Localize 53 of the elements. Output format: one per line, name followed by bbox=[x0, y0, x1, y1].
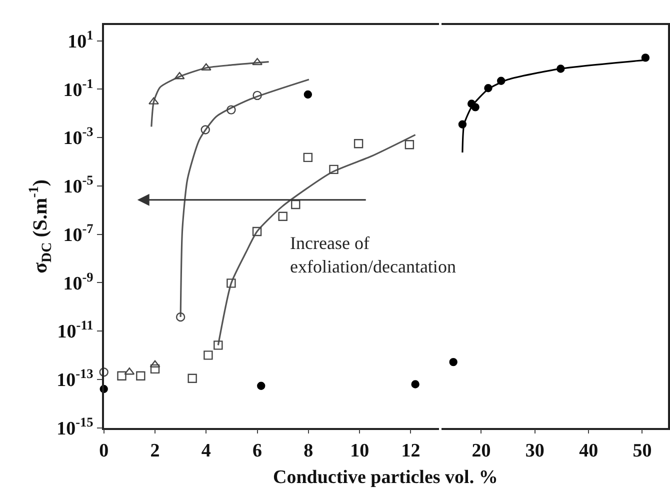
y-tick-label: 10$^{-13}$ bbox=[56, 366, 94, 392]
x-tick-label: 10 bbox=[350, 440, 370, 462]
x-tick-label: 30 bbox=[525, 440, 544, 462]
point bbox=[200, 125, 210, 134]
y-tick-label: 10$^{-5}$ bbox=[63, 172, 94, 198]
y-tick-label: 10$^{-3}$ bbox=[63, 124, 94, 150]
point bbox=[556, 64, 565, 73]
point bbox=[252, 226, 262, 236]
x-tick-label: 4 bbox=[201, 440, 212, 462]
point bbox=[204, 350, 213, 360]
x-tick-label: 12 bbox=[401, 440, 420, 462]
y-tick-label: 10$^{-1}$ bbox=[63, 76, 94, 101]
x-tick-label: 20 bbox=[472, 440, 491, 462]
y-tick-label: 10$^{-11}$ bbox=[57, 318, 94, 343]
annotation: Increase of exfoliation/decantation bbox=[290, 233, 456, 276]
x-tick-label: 8 bbox=[304, 440, 314, 462]
point bbox=[278, 212, 288, 221]
point bbox=[257, 382, 266, 390]
point bbox=[497, 76, 506, 85]
point bbox=[641, 54, 650, 62]
point bbox=[188, 374, 197, 383]
point bbox=[226, 278, 236, 288]
point bbox=[252, 90, 262, 100]
point bbox=[99, 368, 108, 377]
point bbox=[136, 371, 146, 380]
point bbox=[329, 164, 338, 174]
point bbox=[176, 312, 186, 322]
point bbox=[148, 97, 159, 104]
point bbox=[471, 103, 480, 112]
x-tick-label: 0 bbox=[99, 440, 109, 462]
point bbox=[304, 90, 312, 99]
point bbox=[252, 58, 263, 66]
point bbox=[226, 105, 236, 114]
point bbox=[449, 358, 458, 366]
point bbox=[214, 340, 223, 350]
point bbox=[303, 152, 313, 162]
x-tick-label: 50 bbox=[632, 440, 652, 462]
x-tick-label: 40 bbox=[579, 440, 598, 462]
point bbox=[291, 200, 300, 210]
x-tick-label: 2 bbox=[150, 440, 160, 462]
x-axis-title: Conductive particles vol. % bbox=[273, 467, 498, 488]
point bbox=[117, 371, 126, 380]
point bbox=[411, 380, 420, 388]
point bbox=[354, 139, 364, 148]
x-tick-label: 6 bbox=[252, 440, 262, 462]
point bbox=[484, 84, 492, 92]
y-tick-label: 10$^{-9}$ bbox=[63, 269, 94, 294]
point bbox=[150, 364, 160, 374]
y-tick-label: 10$^{-15}$ bbox=[56, 414, 94, 440]
point bbox=[404, 140, 414, 150]
y-tick-label: 10$^{-7}$ bbox=[63, 220, 94, 246]
y-tick-label: 10$^{1}$ bbox=[68, 27, 94, 52]
point bbox=[458, 120, 467, 128]
